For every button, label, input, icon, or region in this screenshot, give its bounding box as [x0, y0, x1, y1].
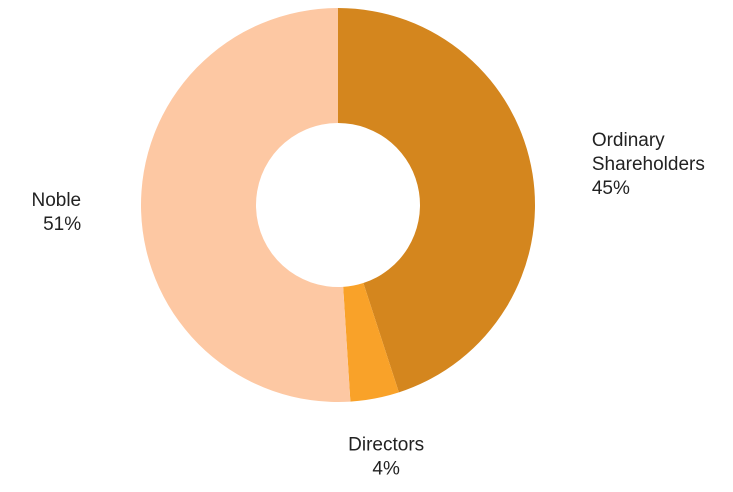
category-label: Directors [348, 434, 424, 455]
label-line: Shareholders [592, 154, 705, 175]
label-line: Noble [31, 190, 81, 211]
slice [338, 8, 535, 393]
slice-label: Ordinary Shareholders 45% [592, 130, 705, 199]
slice-label: Directors 4% [348, 434, 424, 479]
category-label: Noble [31, 190, 81, 211]
category-label: Ordinary Shareholders [592, 130, 705, 175]
label-line: Directors [348, 434, 424, 455]
value-label: 51% [43, 214, 81, 235]
slice [343, 282, 399, 402]
slice [140, 8, 351, 403]
label-line: Ordinary [592, 130, 665, 151]
slice-label: Noble 51% [31, 190, 81, 235]
value-label: 4% [372, 458, 400, 479]
value-label: 45% [592, 178, 630, 199]
